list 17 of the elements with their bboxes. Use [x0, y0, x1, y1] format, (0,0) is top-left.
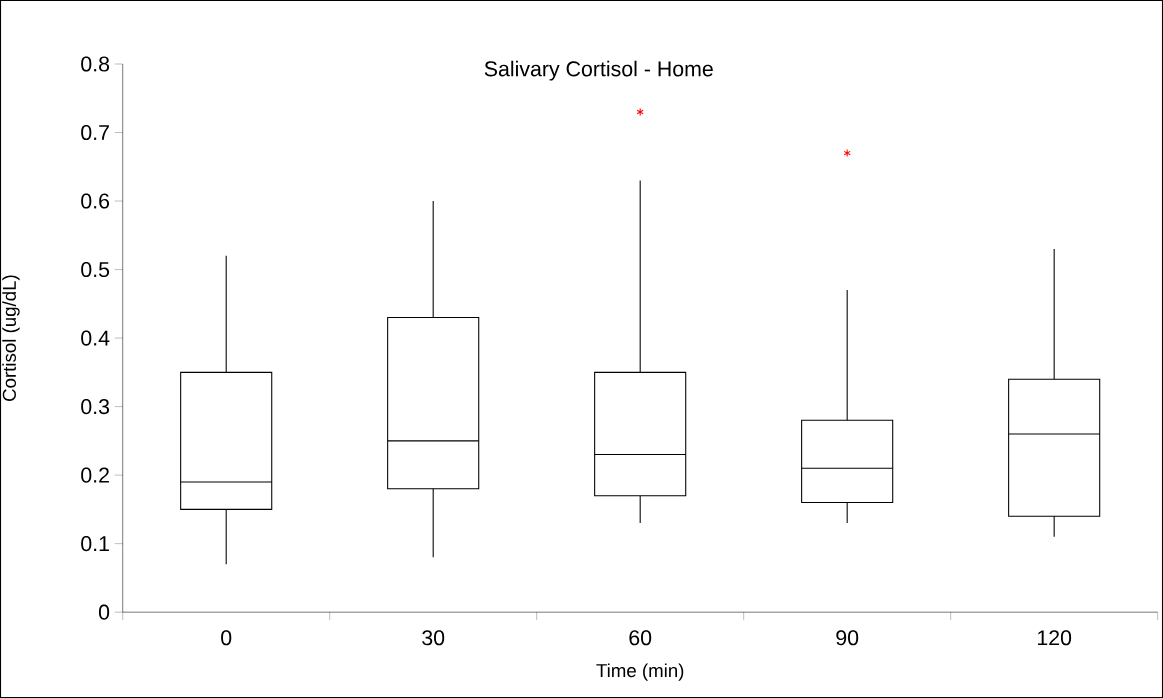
- y-tick-label: 0.6: [81, 193, 110, 209]
- y-tick-label: 0.7: [81, 124, 109, 140]
- x-tick-label: 30: [422, 630, 445, 646]
- x-tick-label: 60: [629, 630, 652, 646]
- x-tick-label: 0: [221, 630, 232, 646]
- y-tick-label: 0.8: [81, 56, 110, 72]
- y-tick-label: 0.5: [81, 261, 110, 278]
- y-tick-label: 0.3: [81, 398, 110, 415]
- x-tick-label: 90: [836, 630, 859, 646]
- chart-title: Salivary Cortisol - Home: [484, 60, 713, 81]
- x-tick-label: 120: [1038, 630, 1072, 646]
- y-tick-label: 0.4: [81, 330, 110, 346]
- y-tick-label: 0: [98, 604, 110, 620]
- y-tick-label: 0.1: [81, 536, 109, 552]
- y-tick-label: 0.2: [81, 467, 109, 483]
- x-axis-title: Time (min): [596, 663, 684, 681]
- y-axis-title: Cortisol (ug/dL): [2, 275, 20, 401]
